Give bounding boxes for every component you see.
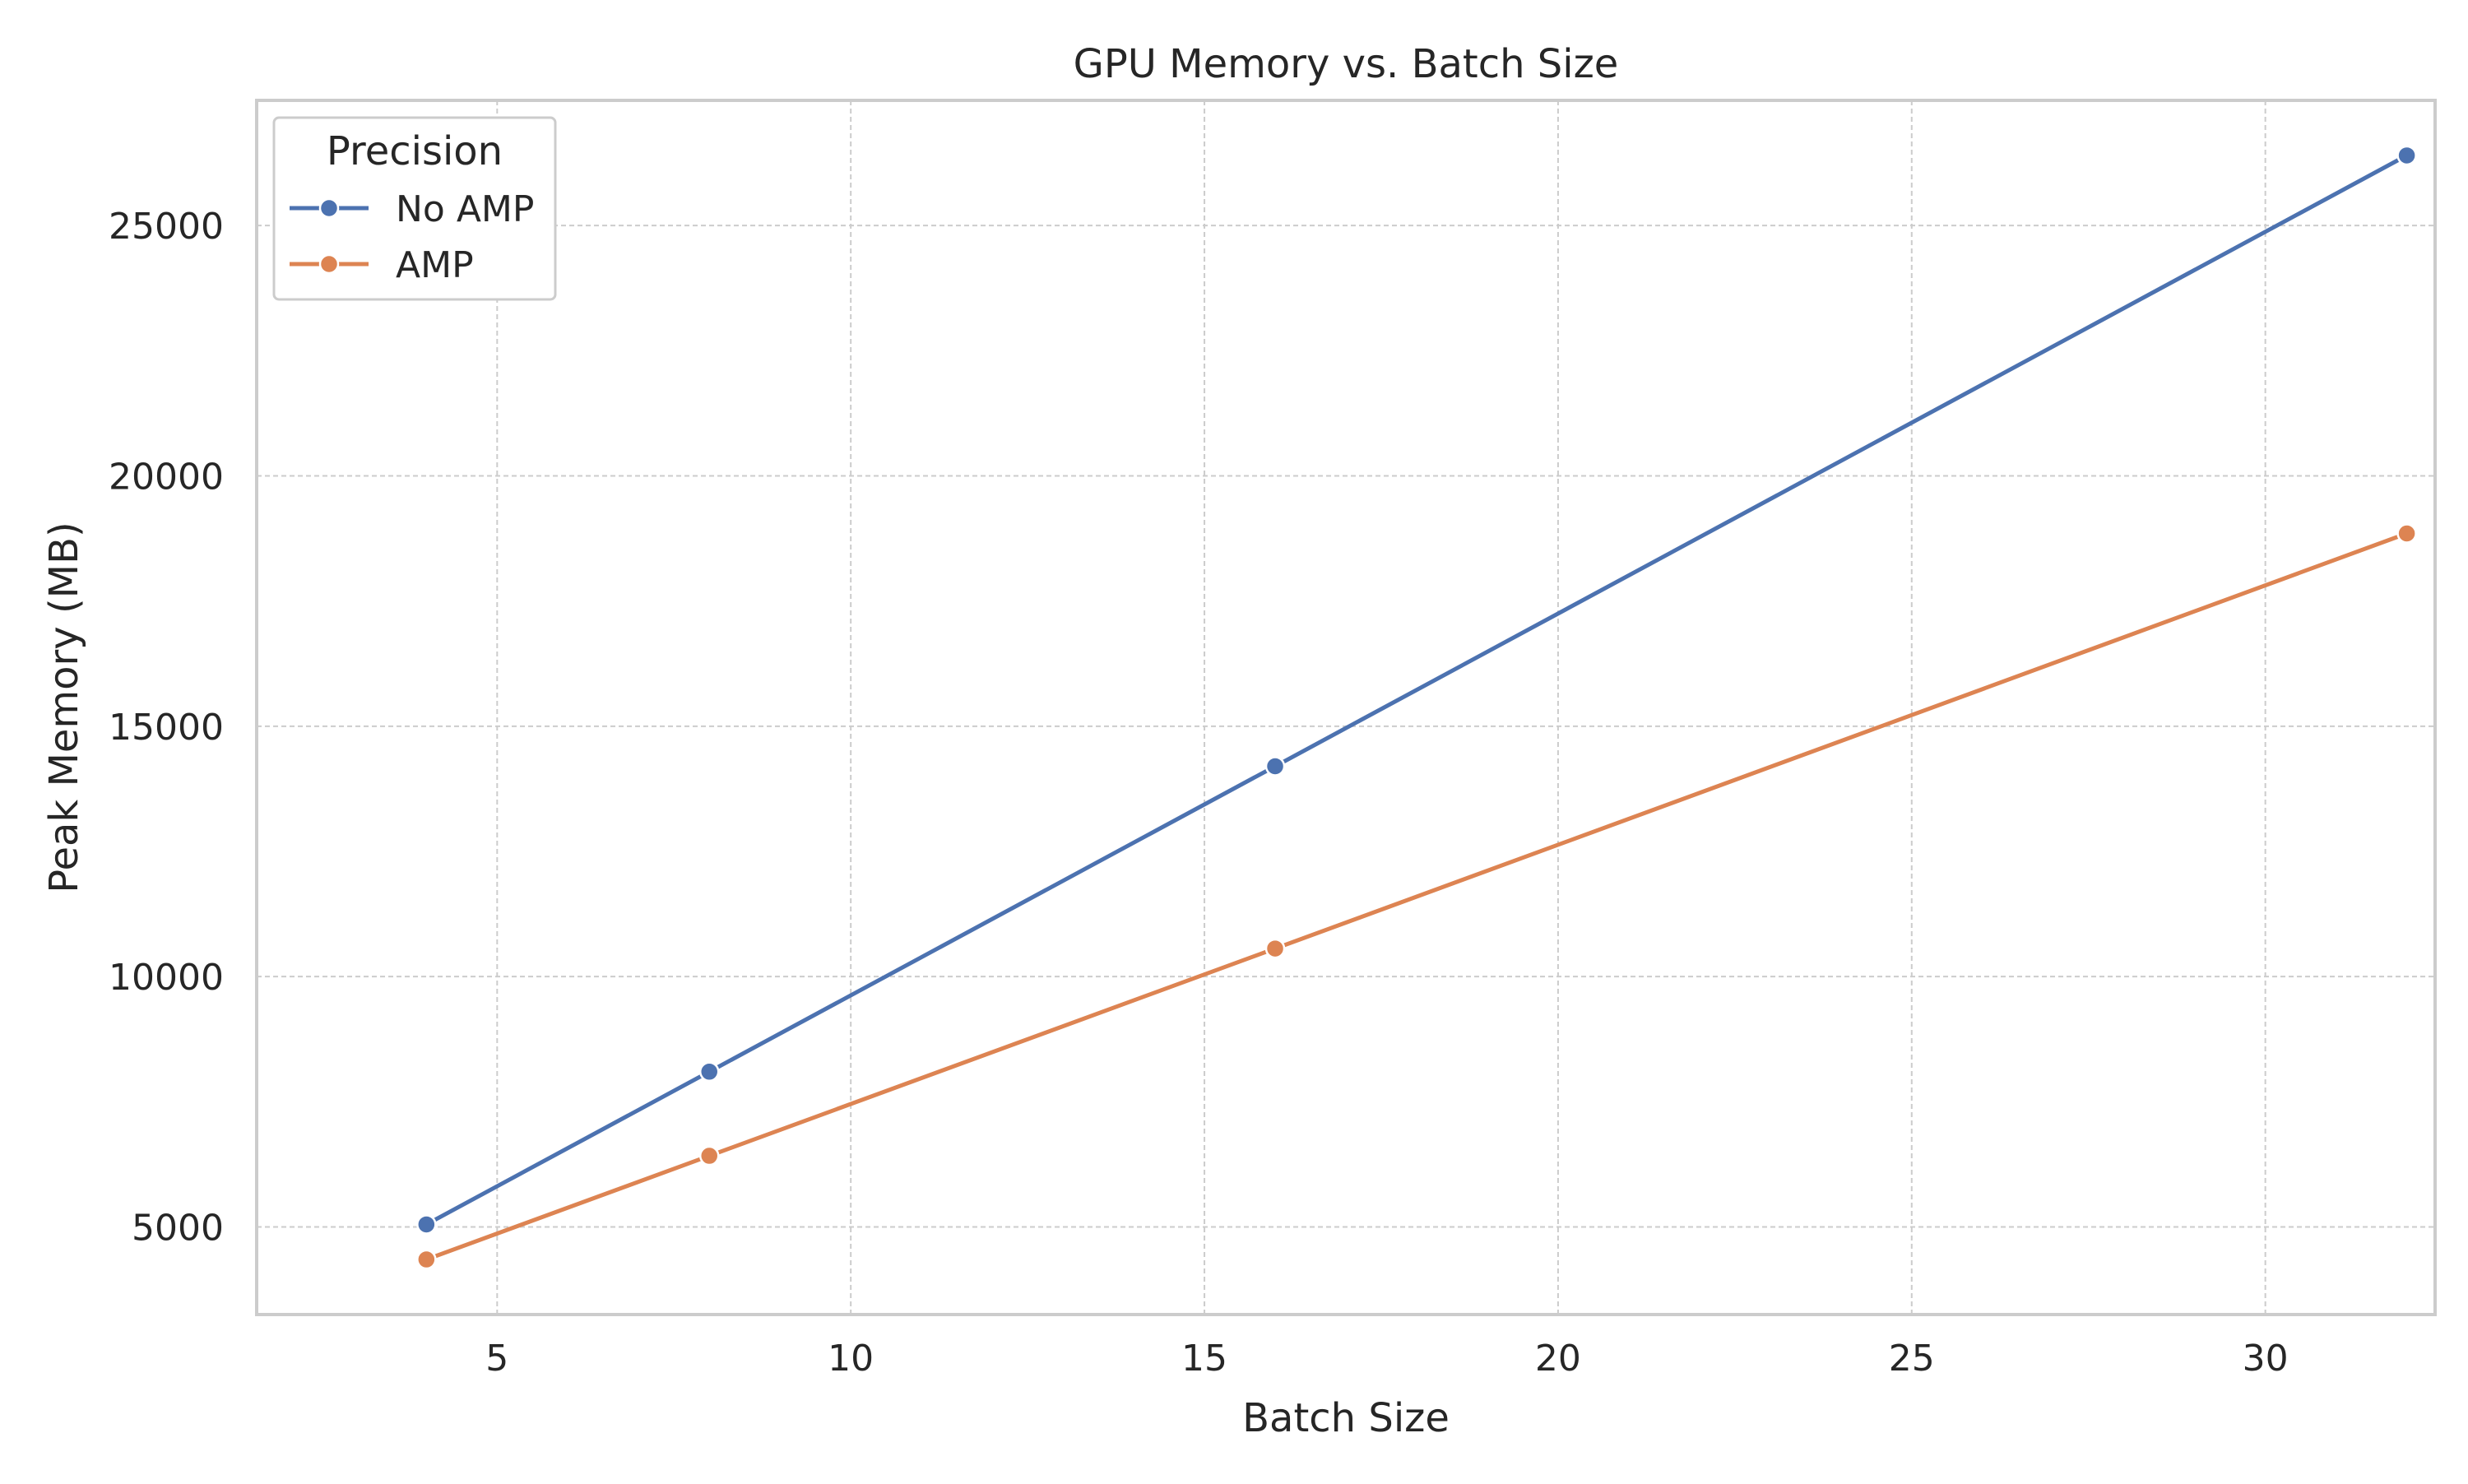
data-point xyxy=(416,1214,437,1235)
x-tick-label: 30 xyxy=(2243,1338,2289,1380)
legend-entry: No AMP xyxy=(290,188,534,230)
series-line xyxy=(424,153,2410,1227)
legend-label: AMP xyxy=(396,244,474,286)
series-no-amp xyxy=(416,145,2417,1235)
y-tick-label: 15000 xyxy=(109,707,224,749)
series-line xyxy=(424,531,2410,1262)
series-amp xyxy=(416,523,2417,1270)
chart-title: GPU Memory vs. Batch Size xyxy=(1074,41,1619,87)
y-tick-label: 20000 xyxy=(109,456,224,498)
data-point xyxy=(1264,938,1286,959)
data-point xyxy=(698,1061,720,1083)
data-point xyxy=(2396,145,2417,166)
x-tick-label: 15 xyxy=(1181,1338,1227,1380)
legend-title: Precision xyxy=(327,128,503,174)
x-tick-label: 5 xyxy=(485,1338,508,1380)
y-axis-label: Peak Memory (MB) xyxy=(41,522,87,893)
legend-marker xyxy=(318,253,340,275)
data-point xyxy=(416,1249,437,1270)
x-tick-label: 10 xyxy=(828,1338,874,1380)
data-point xyxy=(698,1145,720,1166)
y-tick-label: 10000 xyxy=(109,957,224,999)
legend-marker xyxy=(318,197,340,219)
data-point xyxy=(1264,756,1286,777)
x-axis-ticks: 5 10 15 20 25 30 xyxy=(485,1338,2288,1380)
legend-box xyxy=(272,116,557,301)
legend-entries: No AMP AMP xyxy=(290,188,534,286)
x-tick-label: 20 xyxy=(1535,1338,1581,1380)
legend: Precision No AMP AMP xyxy=(272,116,557,301)
series-layer xyxy=(416,145,2417,1270)
legend-entry: AMP xyxy=(290,244,474,286)
data-point xyxy=(2396,523,2417,544)
plot-frame xyxy=(255,99,2437,1316)
x-tick-label: 25 xyxy=(1889,1338,1935,1380)
x-axis-label: Batch Size xyxy=(1242,1395,1450,1441)
y-tick-label: 5000 xyxy=(132,1207,224,1249)
y-tick-label: 25000 xyxy=(109,206,224,248)
legend-label: No AMP xyxy=(396,188,534,230)
y-axis-ticks: 5000 10000 15000 20000 25000 xyxy=(109,206,224,1249)
